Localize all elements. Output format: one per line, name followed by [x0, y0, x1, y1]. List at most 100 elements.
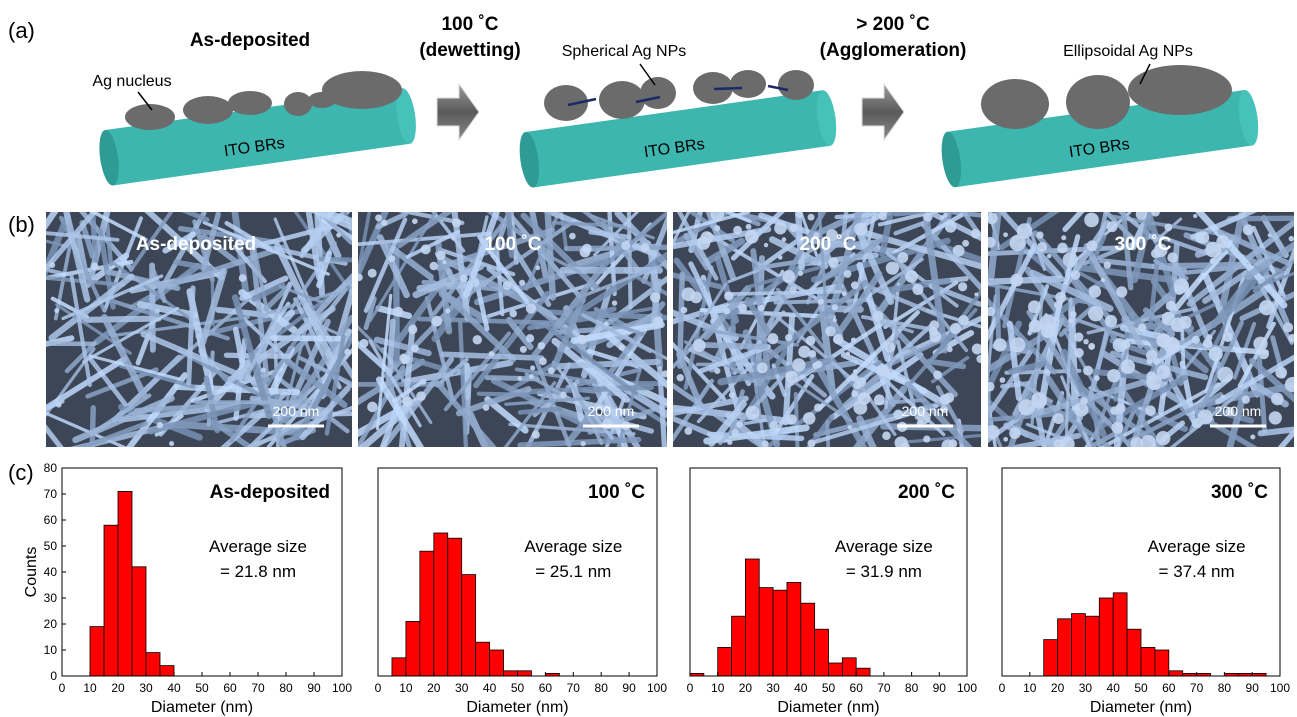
bar	[1155, 650, 1169, 676]
nanoparticle	[581, 441, 586, 446]
nanoparticle	[897, 252, 908, 263]
nanoparticle	[746, 224, 752, 230]
nanoparticle	[962, 240, 969, 247]
annotation: Average size	[1148, 537, 1246, 556]
nanoparticle	[344, 349, 351, 356]
nanoparticle	[432, 316, 443, 327]
nanoparticle	[538, 342, 546, 350]
bar	[787, 582, 801, 676]
sem-label: 100 ˚C	[484, 234, 541, 255]
x-tick-label: 70	[1190, 681, 1204, 695]
nanoparticle	[724, 291, 733, 300]
nanoparticle	[1029, 320, 1042, 333]
nanoparticle	[1217, 367, 1233, 383]
nanoparticle	[714, 225, 720, 231]
bar	[504, 671, 518, 676]
bar	[732, 616, 746, 676]
nanoparticle	[879, 212, 887, 220]
nanoparticle	[483, 404, 490, 411]
nanoparticle	[375, 214, 382, 221]
nanoparticle	[157, 422, 164, 429]
nanoparticle	[711, 208, 725, 222]
bar	[90, 627, 104, 676]
scale-bar-label: 200 nm	[273, 403, 320, 419]
nanoparticle	[778, 255, 783, 260]
x-tick-label: 30	[455, 681, 469, 695]
nanoparticle	[1197, 231, 1210, 244]
nanoparticle	[1083, 366, 1093, 376]
nanoparticle	[912, 284, 923, 295]
bar	[146, 653, 160, 676]
nanoparticle	[1146, 371, 1156, 381]
nanoparticle	[1268, 233, 1272, 237]
x-tick-label: 100	[1270, 681, 1290, 695]
nanoparticle	[548, 367, 555, 374]
nanoparticle	[430, 262, 438, 270]
bar	[420, 551, 434, 676]
nanoparticle	[1010, 337, 1025, 352]
nanoparticle	[1205, 242, 1221, 258]
bar	[1044, 640, 1058, 676]
nanoparticle	[1174, 285, 1184, 295]
x-tick-label: 30	[139, 681, 153, 695]
nanoparticle	[853, 381, 861, 389]
nanorod	[390, 321, 393, 374]
bar	[1127, 629, 1141, 676]
nanoparticle	[1105, 315, 1117, 327]
nanoparticle	[1221, 395, 1225, 399]
x-tick-label: 60	[223, 681, 237, 695]
nanoparticle	[355, 274, 363, 282]
x-tick-label: 0	[687, 681, 694, 695]
nanoparticle	[974, 292, 978, 296]
nanoparticle	[402, 355, 411, 364]
nanoparticle	[814, 404, 822, 412]
nanoparticle	[473, 335, 482, 344]
nanoparticle	[806, 336, 816, 346]
nanoparticle	[662, 370, 669, 377]
nanoparticle	[1053, 413, 1064, 424]
nanoparticle	[1055, 292, 1066, 303]
y-tick-label: 0	[50, 669, 57, 683]
sem-image	[936, 172, 1297, 499]
nanoparticle	[757, 362, 768, 373]
x-tick-label: 0	[375, 681, 382, 695]
x-tick-label: 80	[279, 681, 293, 695]
nanoparticle	[1136, 209, 1147, 220]
nanorod	[997, 289, 998, 344]
nanoparticle	[846, 352, 850, 356]
scale-bar-label: 200 nm	[588, 403, 635, 419]
nanoparticle	[933, 371, 942, 380]
nanoparticle	[958, 282, 967, 291]
x-axis-label: Diameter (nm)	[466, 699, 568, 716]
nanoparticle	[452, 218, 461, 227]
nanoparticle	[832, 304, 838, 310]
nanoparticle	[976, 355, 984, 363]
nanoparticle	[1074, 332, 1083, 341]
nanoparticle	[786, 414, 797, 425]
nanoparticle	[1138, 323, 1146, 331]
nanoparticle	[833, 334, 844, 345]
x-tick-label: 60	[1162, 681, 1176, 695]
nanoparticle	[519, 280, 525, 286]
nanoparticle	[535, 265, 540, 270]
nanoparticle	[1003, 232, 1008, 237]
bar	[118, 491, 132, 676]
nanoparticle	[762, 440, 769, 447]
nanoparticle	[785, 371, 798, 384]
annotation: Average size	[835, 537, 933, 556]
nanoparticle	[873, 311, 884, 322]
nanoparticle	[681, 307, 688, 314]
nanoparticle	[1116, 286, 1127, 297]
nanoparticle	[1107, 369, 1121, 383]
nanoparticle	[520, 346, 527, 353]
nanoparticle	[1213, 347, 1218, 352]
x-tick-label: 90	[307, 681, 321, 695]
sem-label: 300 ˚C	[1114, 234, 1171, 255]
nanoparticle	[1094, 375, 1099, 380]
nanoparticle	[451, 236, 456, 241]
bar	[1072, 614, 1086, 676]
y-tick-label: 60	[44, 513, 58, 527]
nanoparticle	[1010, 274, 1023, 287]
nanoparticle	[986, 212, 998, 224]
